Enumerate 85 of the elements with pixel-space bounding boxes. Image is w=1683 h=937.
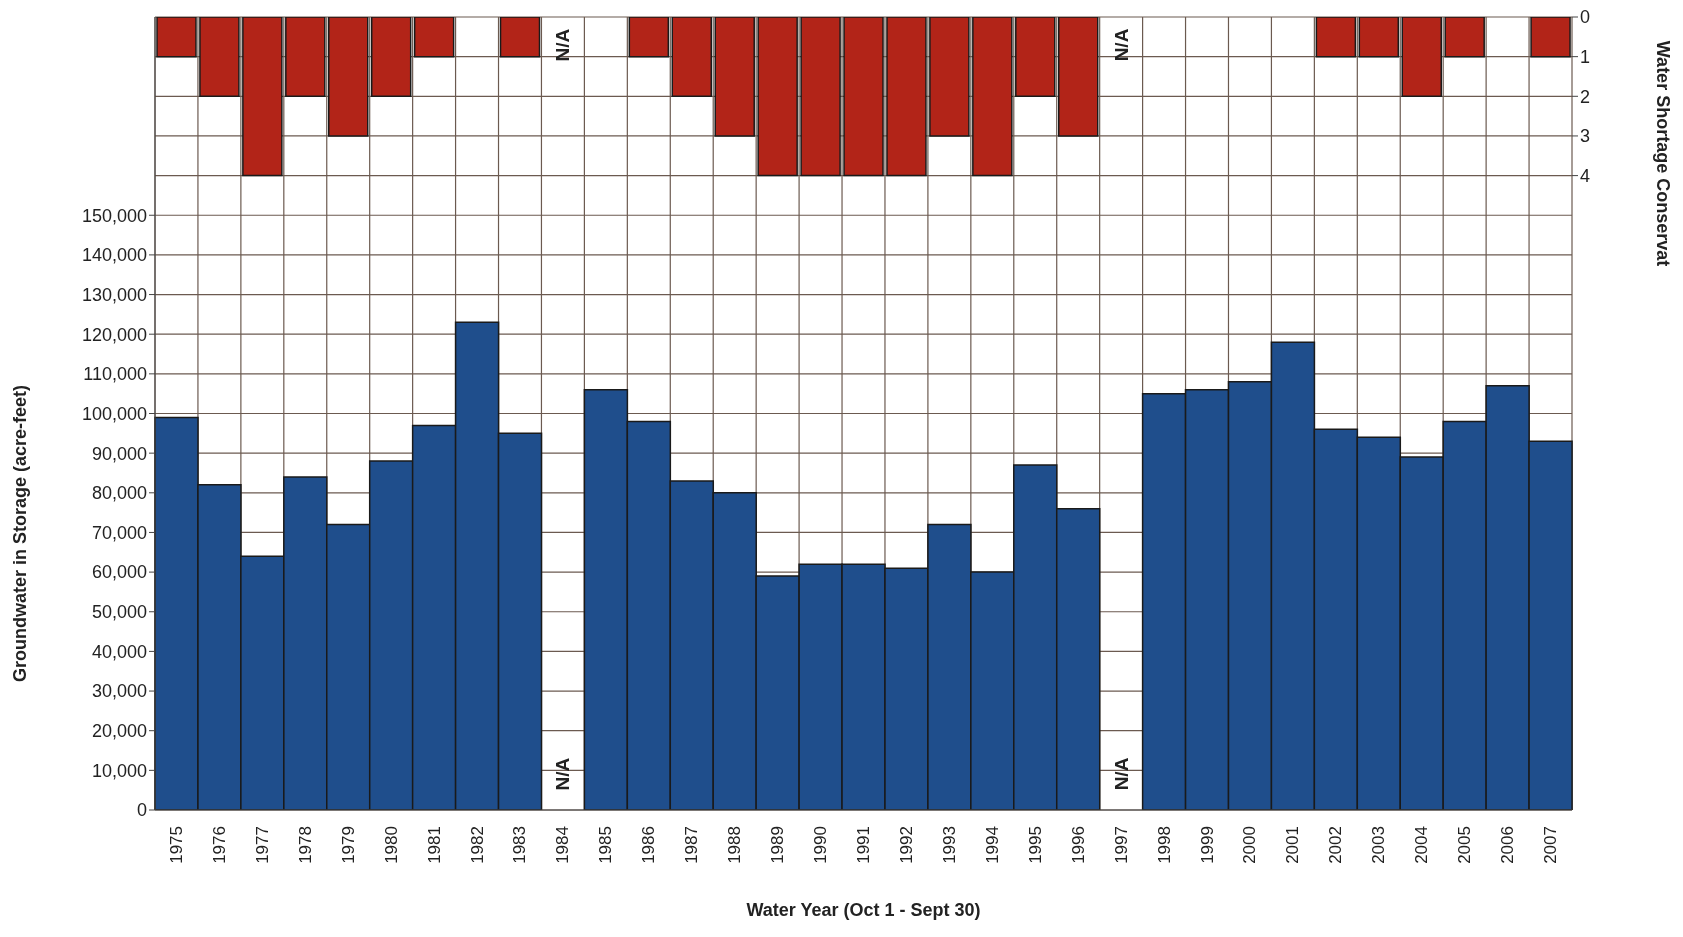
x-tick-label: 2004 <box>1412 826 1432 864</box>
bar <box>285 17 326 98</box>
bar <box>843 17 884 177</box>
bar <box>1401 17 1442 98</box>
y2-tick-label: 4 <box>1580 165 1591 186</box>
y-tick-label: 40,000 <box>91 641 147 662</box>
bar <box>1315 17 1357 58</box>
bar <box>499 17 541 58</box>
y-tick-label: 150,000 <box>81 205 147 226</box>
bar <box>1015 17 1056 98</box>
bar <box>757 17 798 177</box>
x-tick-label: 1988 <box>725 826 745 864</box>
x-tick-label: 1979 <box>338 826 358 864</box>
x-tick-label: 1994 <box>982 826 1002 864</box>
x-tick-label: 1984 <box>553 826 573 864</box>
y2-axis-title: Water Shortage Conservat <box>1652 40 1673 267</box>
y2-tick-label: 2 <box>1580 86 1591 107</box>
x-tick-label: 1995 <box>1025 826 1045 864</box>
y-tick-label: 140,000 <box>81 245 147 266</box>
x-tick-label: 2001 <box>1283 826 1303 864</box>
x-tick-label: 1978 <box>295 826 315 864</box>
x-tick-label: 2007 <box>1541 826 1561 864</box>
x-tick-label: 1986 <box>639 826 659 864</box>
x-tick-label: 2000 <box>1240 826 1260 864</box>
x-tick-label: 1999 <box>1197 826 1217 864</box>
bar <box>1358 17 1400 58</box>
y-tick-label: 70,000 <box>91 522 147 543</box>
x-tick-label: 1987 <box>682 826 702 864</box>
x-tick-label: 1996 <box>1068 826 1088 864</box>
x-tick-label: 2005 <box>1455 826 1475 864</box>
bar <box>628 17 670 58</box>
y-tick-label: 120,000 <box>81 324 147 345</box>
y-tick-label: 10,000 <box>91 760 147 781</box>
y-tick-label: 50,000 <box>91 602 147 623</box>
bar <box>328 17 369 137</box>
bar <box>886 17 927 177</box>
x-tick-label: 1990 <box>811 826 831 864</box>
bar <box>242 17 283 177</box>
y-tick-label: 130,000 <box>81 284 147 305</box>
y2-tick-label: 1 <box>1580 47 1591 68</box>
annotation: N/A <box>1110 28 1132 62</box>
x-tick-label: 1975 <box>166 826 186 864</box>
x-tick-label: 1991 <box>854 826 873 864</box>
y-tick-label: 90,000 <box>91 443 147 464</box>
bar <box>156 17 197 58</box>
annotation: N/A <box>1110 757 1132 791</box>
x-tick-label: 1998 <box>1154 826 1174 864</box>
x-tick-label: 1977 <box>252 826 272 864</box>
x-axis-title: Water Year (Oct 1 - Sept 30) <box>746 900 981 920</box>
bar <box>1057 17 1099 137</box>
annotation: N/A <box>552 757 574 791</box>
y2-tick-label: 0 <box>1580 7 1591 28</box>
bar <box>671 17 713 98</box>
x-tick-label: 1981 <box>424 826 444 864</box>
x-tick-label: 2006 <box>1498 826 1518 864</box>
y-tick-label: 100,000 <box>81 403 147 424</box>
y2-tick-label: 3 <box>1580 126 1591 147</box>
x-tick-label: 2002 <box>1326 826 1346 864</box>
x-tick-label: 1989 <box>768 826 788 864</box>
bar <box>1444 17 1485 58</box>
y-tick-label: 110,000 <box>83 364 147 385</box>
x-tick-label: 1993 <box>939 826 959 864</box>
y-tick-label: 80,000 <box>91 483 147 504</box>
y-tick-label: 60,000 <box>91 562 147 583</box>
annotation: N/A <box>552 28 574 62</box>
x-tick-label: 1997 <box>1111 826 1131 864</box>
x-tick-label: 1982 <box>467 826 487 864</box>
bar <box>972 17 1013 177</box>
bar <box>199 17 240 98</box>
x-tick-label: 1980 <box>381 826 401 864</box>
x-tick-label: 1985 <box>596 826 616 864</box>
bar <box>800 17 841 177</box>
bar <box>370 17 412 98</box>
y-axis-title: Groundwater in Storage (acre-feet) <box>10 384 31 683</box>
x-tick-label: 2003 <box>1369 826 1389 864</box>
bar <box>1530 17 1571 58</box>
bar <box>929 17 970 137</box>
x-tick-label: 1983 <box>510 826 530 864</box>
x-tick-label: 1976 <box>209 826 229 864</box>
bar <box>714 17 755 137</box>
y-tick-label: 0 <box>136 800 147 821</box>
y-tick-label: 20,000 <box>91 721 147 742</box>
x-tick-label: 1992 <box>896 826 916 864</box>
bar <box>413 17 455 58</box>
y-tick-label: 30,000 <box>91 681 147 702</box>
